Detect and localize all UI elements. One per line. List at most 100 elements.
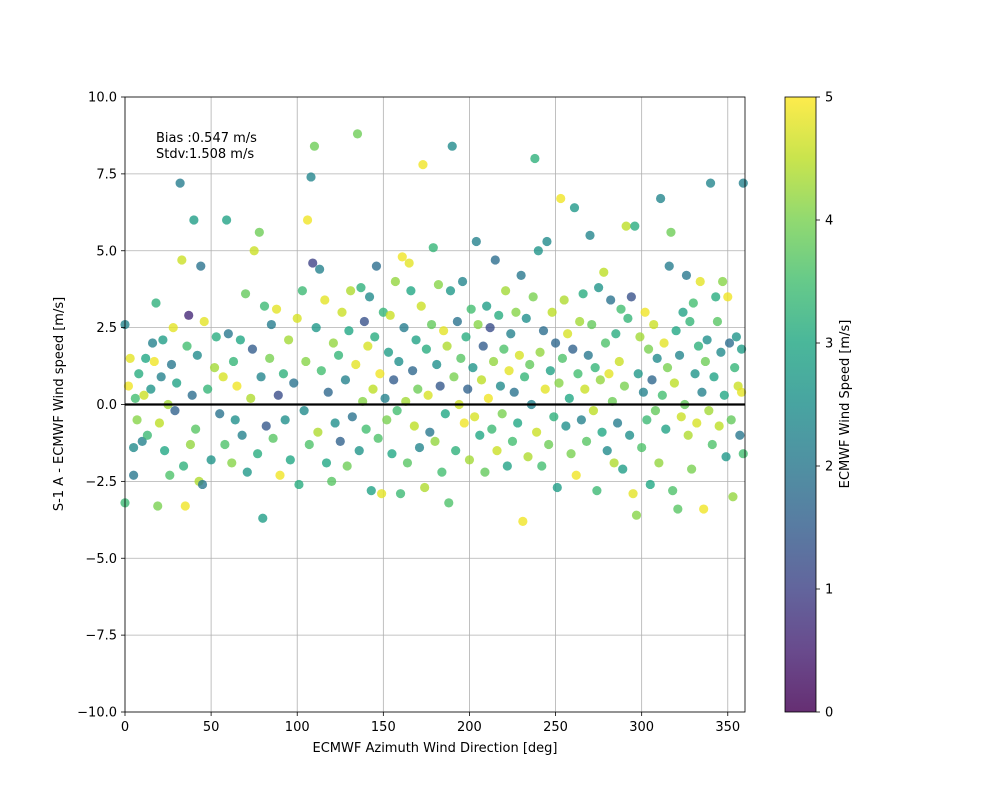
data-point: [420, 482, 430, 493]
data-point: [132, 415, 142, 425]
data-point: [373, 433, 383, 443]
data-point: [466, 304, 476, 314]
y-tick-label: 2.5: [96, 321, 117, 336]
data-point: [240, 289, 251, 299]
data-point: [569, 203, 580, 213]
data-point: [284, 335, 294, 345]
data-point: [189, 215, 199, 225]
data-point: [614, 356, 624, 367]
data-point: [313, 427, 323, 437]
data-point: [368, 384, 378, 394]
data-point: [156, 372, 166, 382]
data-point: [635, 332, 645, 342]
data-point: [203, 384, 213, 394]
data-point: [253, 449, 263, 459]
data-point: [259, 301, 270, 311]
data-point: [490, 255, 500, 265]
x-axis-ticks: 0 50 100 150 200 250 300 350: [121, 712, 740, 735]
data-point: [333, 350, 344, 360]
data-point: [685, 316, 695, 327]
data-point: [191, 424, 201, 434]
data-point: [457, 276, 468, 287]
data-point: [197, 479, 208, 490]
data-point: [302, 215, 313, 225]
data-point: [232, 381, 242, 391]
data-point: [683, 430, 693, 440]
data-point: [268, 433, 278, 443]
data-point: [702, 335, 712, 345]
data-point: [153, 501, 163, 511]
data-point: [535, 347, 545, 357]
data-point: [170, 406, 180, 416]
data-points: [120, 129, 748, 526]
data-point: [371, 261, 382, 271]
data-point: [504, 366, 514, 376]
data-point: [271, 304, 282, 314]
data-point: [432, 359, 442, 370]
data-point: [726, 415, 736, 425]
data-point: [638, 387, 648, 397]
data-point: [327, 476, 337, 486]
data-point: [738, 449, 748, 459]
y-tick-label: −10.0: [77, 706, 117, 721]
colorbar-tick-label: 3: [825, 337, 833, 352]
data-point: [602, 446, 612, 456]
data-point: [495, 381, 506, 391]
data-point: [728, 492, 738, 502]
data-point: [435, 381, 445, 391]
data-point: [609, 458, 619, 468]
data-point: [623, 313, 633, 323]
data-point: [668, 486, 678, 496]
data-point: [650, 406, 661, 416]
colorbar-tick-label: 2: [825, 460, 833, 475]
data-point: [563, 329, 573, 339]
data-point: [723, 292, 733, 302]
data-point: [652, 353, 662, 363]
data-point: [192, 350, 202, 360]
data-point: [297, 286, 307, 296]
data-point: [411, 335, 421, 345]
data-point: [235, 335, 245, 345]
data-point: [316, 366, 326, 376]
data-point: [547, 307, 557, 317]
data-point: [340, 375, 351, 385]
data-point: [705, 178, 716, 188]
data-point: [151, 298, 161, 308]
data-point: [475, 430, 485, 440]
data-point: [687, 464, 697, 474]
data-point: [532, 427, 542, 437]
data-point: [678, 307, 688, 317]
data-point: [306, 172, 316, 182]
data-point: [626, 292, 636, 302]
data-point: [497, 409, 507, 419]
data-point: [146, 384, 156, 394]
data-point: [278, 369, 289, 379]
data-point: [187, 390, 197, 400]
colorbar-tick-label: 4: [825, 214, 833, 229]
data-point: [621, 221, 631, 231]
data-point: [637, 442, 647, 453]
data-point: [456, 353, 466, 363]
data-point: [408, 366, 418, 376]
data-point: [692, 418, 702, 428]
data-point: [581, 436, 592, 446]
data-point: [557, 353, 568, 363]
data-point: [674, 350, 685, 360]
data-point: [619, 381, 630, 391]
data-point: [382, 415, 392, 425]
x-tick-label: 150: [371, 720, 396, 735]
data-point: [595, 375, 605, 385]
data-point: [597, 427, 607, 437]
data-point: [661, 424, 671, 434]
data-point: [352, 129, 363, 139]
data-point: [397, 252, 407, 262]
y-tick-label: 7.5: [96, 167, 117, 182]
data-point: [459, 418, 469, 428]
data-point: [716, 347, 726, 357]
data-point: [502, 461, 512, 471]
data-point: [528, 292, 538, 302]
data-point: [154, 418, 165, 428]
data-point: [394, 356, 404, 367]
data-point: [666, 227, 676, 237]
data-point: [695, 276, 705, 287]
